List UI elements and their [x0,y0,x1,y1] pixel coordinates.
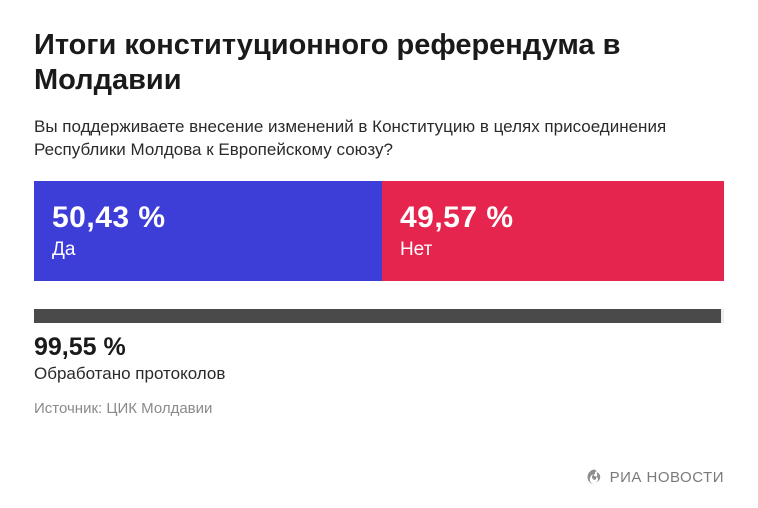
brand: РИА НОВОСТИ [586,468,724,486]
segment-no-label: Нет [400,239,724,261]
brand-text: РИА НОВОСТИ [610,469,724,486]
segment-no-pct: 49,57 % [400,201,724,235]
referendum-question: Вы поддерживаете внесение изменений в Ко… [34,116,724,162]
segment-yes-pct: 50,43 % [52,201,382,235]
result-bar: 50,43 % Да 49,57 % Нет [34,181,724,281]
segment-no: 49,57 % Нет [382,181,724,281]
segment-yes-label: Да [52,239,382,261]
page-title: Итоги конституционного референдума в Мол… [34,28,724,98]
progress-fill [34,309,721,323]
source-text: Источник: ЦИК Молдавии [34,400,724,417]
progress-track [34,309,724,323]
processed-label: Обработано протоколов [34,364,724,384]
processed-pct: 99,55 % [34,333,724,362]
brand-icon [586,468,604,486]
segment-yes: 50,43 % Да [34,181,382,281]
